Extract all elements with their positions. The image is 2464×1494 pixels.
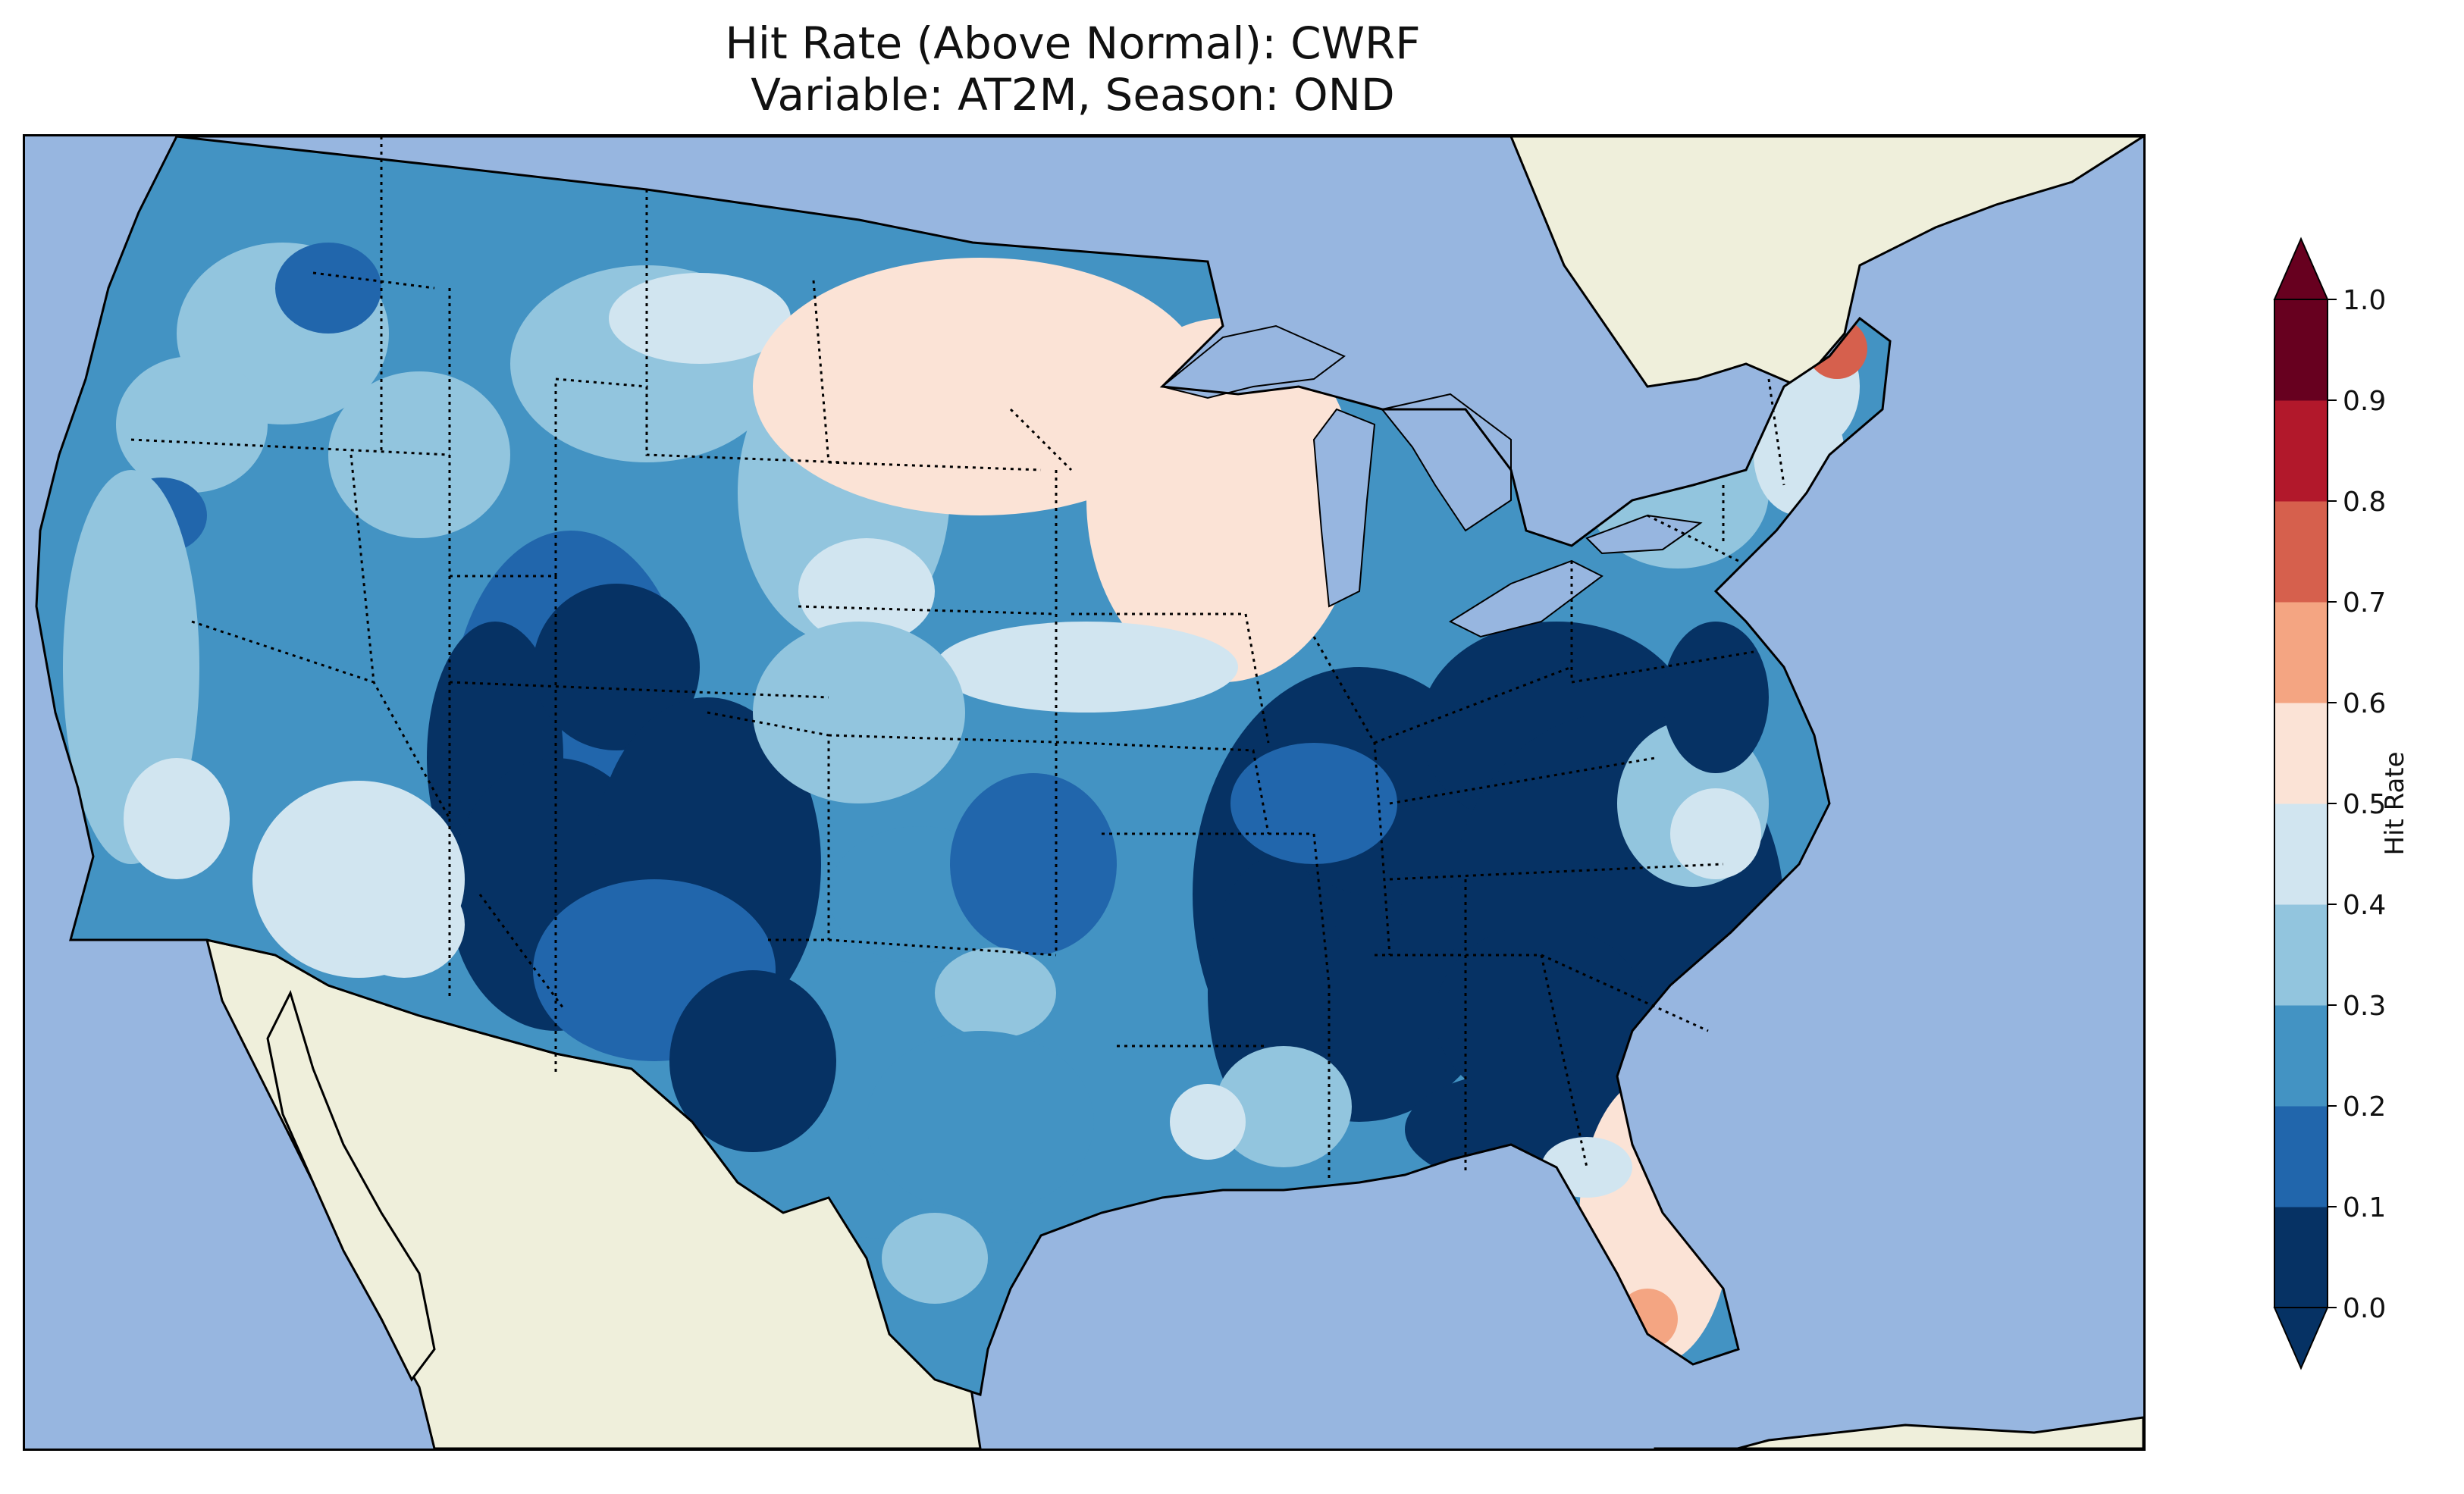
colorbar-tick-label: 0.0 <box>2343 1293 2386 1324</box>
state-border <box>191 620 375 684</box>
hit-rate-patch <box>753 622 965 803</box>
colorbar-segment <box>2274 400 2328 502</box>
state-border <box>1389 863 1724 881</box>
lake-michigan <box>1312 408 1376 608</box>
hit-rate-patch <box>1086 318 1359 682</box>
colorbar-tick-label: 1.0 <box>2343 285 2386 316</box>
state-border <box>798 605 1057 615</box>
map-canvas <box>25 136 2143 1449</box>
colorbar-tick-label: 0.9 <box>2343 386 2386 417</box>
state-border <box>812 280 830 463</box>
hit-rate-patch <box>1663 622 1769 773</box>
state-border <box>478 894 565 1009</box>
great-lakes <box>1160 324 1703 638</box>
colorbar-label: Hit Rate <box>2380 751 2410 855</box>
colorbar-segment <box>2274 299 2328 401</box>
colorbar-svg: 0.0 0.1 0.2 0.3 0.4 0.5 0.6 0.7 0.8 0.9 1.0 Hit Rat… <box>2273 236 2410 1370</box>
state-border <box>450 377 845 578</box>
colorbar: 0.0 0.1 0.2 0.3 0.4 0.5 0.6 0.7 0.8 0.9 1.0 Hit Rat… <box>2267 236 2410 1370</box>
colorbar-segment <box>2274 1207 2328 1308</box>
colorbar-tick-label: 0.6 <box>2343 688 2386 719</box>
colorbar-segment <box>2274 1005 2328 1107</box>
hit-rate-patch <box>1435 925 1647 1107</box>
colorbar-tick-label: 0.8 <box>2343 487 2386 518</box>
hit-rate-patch <box>950 773 1117 955</box>
lake-ontario <box>1585 514 1703 555</box>
state-border <box>130 438 450 456</box>
state-border <box>1767 378 1785 486</box>
hit-rate-patch <box>669 970 836 1152</box>
state-borders <box>130 136 1785 1182</box>
colorbar-segment <box>2274 501 2328 603</box>
state-border <box>828 461 1042 471</box>
chart-title-line-1: Hit Rate (Above Normal): CWRF <box>725 17 1421 69</box>
conus-coastline <box>35 136 1892 1396</box>
hit-rate-patch <box>533 584 700 750</box>
hit-rate-patch <box>882 1213 988 1304</box>
colorbar-extend-max <box>2273 236 2329 300</box>
state-border <box>768 938 1057 957</box>
hit-rate-patch <box>116 356 268 493</box>
colorbar-tick-label: 0.2 <box>2343 1092 2386 1123</box>
hit-rate-patch <box>275 243 381 334</box>
cuba-land <box>1654 1416 2143 1449</box>
colorbar-tick-label: 0.5 <box>2343 789 2386 820</box>
colorbar-tick-label: 0.7 <box>2343 587 2386 619</box>
colorbar-segment <box>2274 1106 2328 1207</box>
state-border <box>1541 954 1709 1032</box>
colorbar-extend-min <box>2273 1307 2329 1370</box>
colorbar-segment <box>2274 904 2328 1006</box>
state-border <box>312 271 435 290</box>
state-border <box>1244 613 1270 744</box>
lake-superior <box>1160 324 1346 399</box>
lake-erie <box>1448 559 1603 638</box>
colorbar-tick-label: 0.3 <box>2343 991 2386 1022</box>
state-border <box>1647 514 1739 562</box>
chart-title-line-2: Variable: AT2M, Season: OND <box>751 69 1395 121</box>
hit-rate-patch <box>935 947 1056 1038</box>
hit-rate-patch <box>1170 1084 1246 1160</box>
hit-rate-patch <box>798 538 935 644</box>
hit-rate-patch <box>935 622 1238 713</box>
state-border <box>1102 832 1331 986</box>
hit-rate-patch <box>343 872 465 978</box>
state-border <box>1571 650 1754 684</box>
map-panel <box>23 134 2146 1451</box>
hit-rate-patch <box>867 1031 1094 1213</box>
hit-rate-patch <box>1230 743 1397 864</box>
hit-rate-patch <box>124 758 230 879</box>
colorbar-tick-label: 0.1 <box>2343 1192 2386 1223</box>
hit-rate-patch <box>1215 1046 1352 1167</box>
colorbar-segment <box>2274 803 2328 905</box>
hit-rate-patch <box>609 273 791 364</box>
state-border <box>1078 741 1270 835</box>
colorbar-tick-label: 0.4 <box>2343 890 2386 921</box>
hit-rate-patch <box>328 371 510 538</box>
state-border <box>449 681 829 699</box>
hit-rate-patch <box>1670 788 1761 879</box>
baja-peninsula <box>266 989 436 1382</box>
colorbar-segment <box>2274 602 2328 703</box>
state-border <box>1374 666 1572 744</box>
state-border <box>1540 954 1588 1168</box>
colorbar-segment <box>2274 703 2328 804</box>
